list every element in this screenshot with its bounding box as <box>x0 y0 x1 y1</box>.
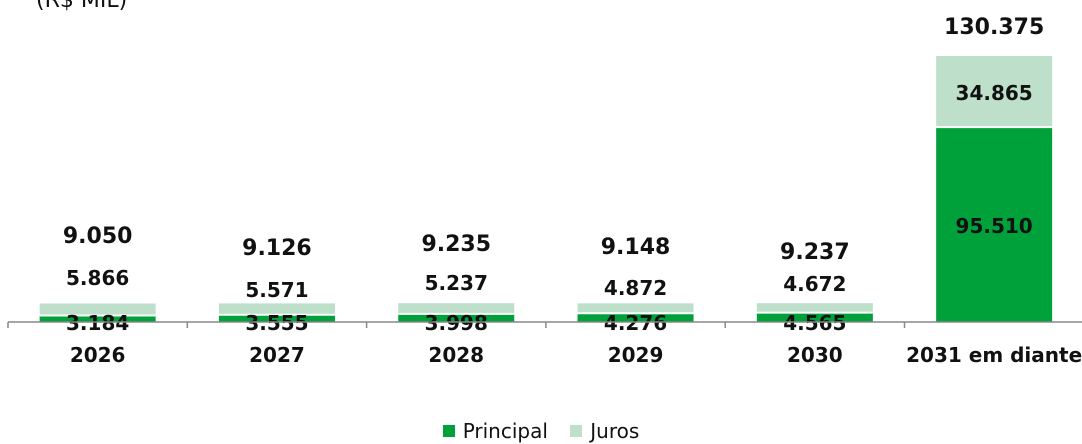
legend-item-juros: Juros <box>570 419 639 443</box>
legend-swatch-juros <box>570 425 583 437</box>
bar-juros-2028 <box>398 303 515 314</box>
data-label-total: 9.050 <box>63 224 133 249</box>
bar-juros-2029 <box>577 303 694 314</box>
data-label-total: 130.375 <box>944 15 1044 40</box>
bar-principal-2030 <box>756 312 873 322</box>
data-label-juros: 5.571 <box>245 278 308 302</box>
data-label-total: 9.126 <box>242 236 312 261</box>
tick-label-x: 2029 <box>608 343 664 367</box>
data-label-principal: 3.184 <box>66 311 129 335</box>
unit-label: (R$ MIL) <box>36 0 128 13</box>
data-label-juros: 4.872 <box>604 276 667 300</box>
data-label-principal: 3.555 <box>245 311 308 335</box>
data-label-total: 9.148 <box>601 235 671 260</box>
bar-principal-2031 em diante <box>936 127 1053 322</box>
bar-juros-2031 em diante <box>936 56 1053 128</box>
data-label-juros: 5.237 <box>425 271 488 295</box>
bar-juros-2030 <box>756 303 873 313</box>
data-label-juros: 34.865 <box>956 81 1033 105</box>
data-label-juros: 4.672 <box>783 272 846 296</box>
data-label-juros: 5.866 <box>66 266 129 290</box>
bar-principal-2026 <box>39 315 156 322</box>
legend-label-principal: Principal <box>462 419 548 443</box>
bar-juros-2026 <box>39 303 156 316</box>
data-label-principal: 95.510 <box>956 214 1033 238</box>
tick-label-x: 2026 <box>70 343 126 367</box>
bar-juros-2027 <box>218 303 335 315</box>
chart-legend: Principal Juros <box>0 418 1082 443</box>
legend-swatch-principal <box>442 425 455 437</box>
data-label-total: 9.235 <box>421 232 491 257</box>
legend-item-principal: Principal <box>442 419 548 443</box>
data-label-principal: 4.565 <box>783 311 846 335</box>
legend-label-juros: Juros <box>590 419 640 443</box>
data-label-total: 9.237 <box>780 240 850 265</box>
tick-label-x: 2027 <box>249 343 305 367</box>
bar-principal-2029 <box>577 313 694 322</box>
bar-principal-2028 <box>398 313 515 322</box>
data-label-principal: 4.276 <box>604 311 667 335</box>
tick-label-x: 2031 em diante <box>906 343 1082 367</box>
tick-label-x: 2028 <box>428 343 484 367</box>
bar-principal-2027 <box>218 314 335 322</box>
data-label-principal: 3.998 <box>425 311 488 335</box>
tick-label-x: 2030 <box>787 343 843 367</box>
